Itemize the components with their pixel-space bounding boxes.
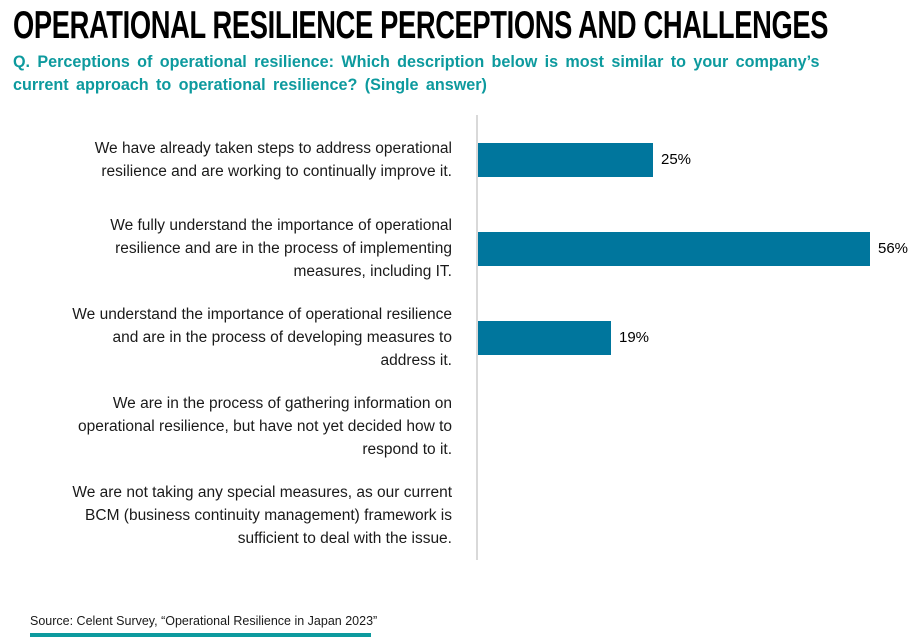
chart-rows: We have already taken steps to address o… [0,115,920,560]
chart-row: We have already taken steps to address o… [0,115,920,204]
category-label-line: BCM (business continuity management) fra… [85,507,452,524]
bar [478,320,611,355]
category-label-line: sufficient to deal with the issue. [237,530,452,547]
category-label-line: resilience and are working to continuall… [101,162,452,180]
category-label-line: address it. [380,352,452,369]
bar-zone: 19% [478,320,920,355]
category-label: We have already taken steps to address o… [0,137,452,183]
chart-row: We are not taking any special measures, … [0,471,920,560]
bar [478,231,870,266]
category-label-line: and are in the process of developing mea… [112,329,453,346]
category-label: We understand the importance of operatio… [0,303,452,372]
category-label-line: resilience and are in the process of imp… [115,240,452,257]
bar-chart: We have already taken steps to address o… [0,115,920,560]
category-label-line: respond to it. [362,441,452,458]
question-line-2: current approach to operational resilien… [13,75,487,94]
value-label: 25% [661,151,692,168]
category-label-line: measures, including IT. [293,263,452,280]
value-label: 56% [878,240,909,257]
category-label-line: We are in the process of gathering infor… [112,395,452,412]
chart-row: We are in the process of gathering infor… [0,382,920,471]
footer-accent-bar [30,633,371,637]
category-label-line: We have already taken steps to address o… [94,139,452,157]
bar-zone: 56% [478,231,920,266]
axis-line [476,115,478,560]
chart-row: We understand the importance of operatio… [0,293,920,382]
page-title-text: OPERATIONAL RESILIENCE PERCEPTIONS AND C… [13,4,829,47]
category-label: We fully understand the importance of op… [0,214,452,283]
value-label: 19% [619,329,650,346]
category-label: We are in the process of gathering infor… [0,392,452,461]
source-note: Source: Celent Survey, “Operational Resi… [30,614,378,628]
bar [478,142,653,177]
category-label-line: We fully understand the importance of op… [110,217,452,234]
page-title: OPERATIONAL RESILIENCE PERCEPTIONS AND C… [13,4,920,48]
category-label-line: We understand the importance of operatio… [72,306,452,323]
question-text: Q. Perceptions of operational resilience… [13,50,819,96]
category-label: We are not taking any special measures, … [0,481,452,550]
question-line-1: Q. Perceptions of operational resilience… [13,52,820,71]
category-label-line: We are not taking any special measures, … [72,484,452,501]
chart-row: We fully understand the importance of op… [0,204,920,293]
category-label-line: operational resilience, but have not yet… [78,418,452,435]
bar-zone: 25% [478,142,920,177]
